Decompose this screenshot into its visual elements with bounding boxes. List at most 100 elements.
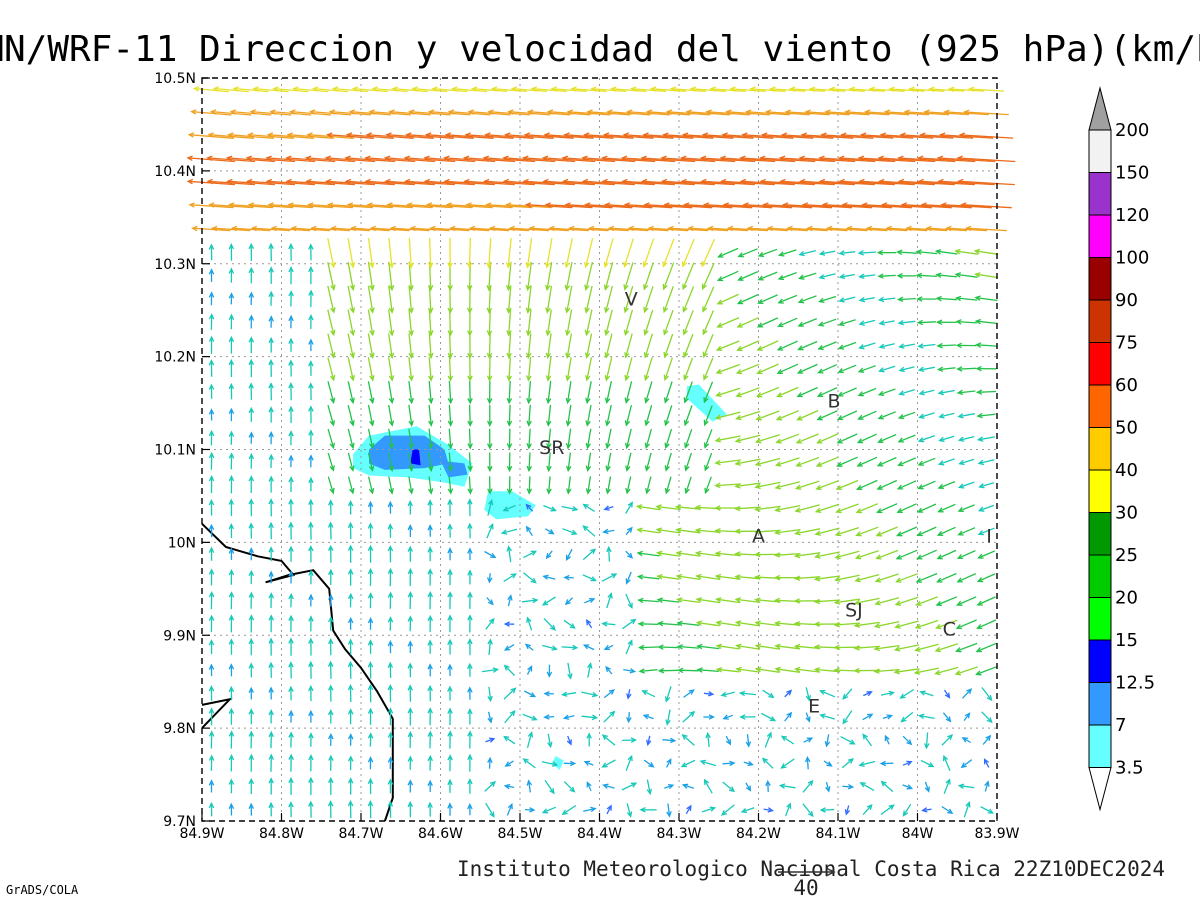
wind-arrow <box>288 753 294 772</box>
wind-arrow <box>584 261 594 291</box>
wind-arrow <box>662 132 714 139</box>
wind-arrow <box>347 755 354 771</box>
wind-arrow <box>367 476 375 495</box>
wind-arrow <box>447 476 454 495</box>
wind-arrow <box>716 293 739 305</box>
wind-arrow <box>545 261 553 292</box>
wind-arrow <box>288 801 294 818</box>
wind-arrow <box>848 86 885 92</box>
wind-arrow <box>956 178 1015 186</box>
wind-arrow <box>391 86 428 93</box>
wind-arrow <box>754 457 781 467</box>
place-label-b: B <box>828 391 841 413</box>
wind-arrow <box>347 592 354 608</box>
wind-arrow <box>427 754 433 771</box>
wind-arrow <box>248 777 255 794</box>
wind-arrow <box>565 381 572 405</box>
place-label-e: E <box>808 695 820 717</box>
wind-arrow <box>347 333 356 359</box>
wind-arrow <box>428 452 434 473</box>
wind-arrow <box>484 550 497 559</box>
wind-arrow <box>329 225 370 232</box>
wind-arrow <box>773 552 801 558</box>
wind-arrow <box>838 155 896 163</box>
wind-arrow <box>228 382 235 400</box>
wind-arrow <box>585 357 593 382</box>
wind-arrow <box>923 732 930 750</box>
colorbar-box <box>1088 129 1112 173</box>
wind-arrow <box>526 665 533 675</box>
wind-arrow <box>347 660 354 679</box>
wind-arrow <box>719 178 775 186</box>
wind-arrow <box>248 591 255 609</box>
wind-arrow <box>211 225 251 232</box>
lat-tick-label: 10.1N <box>154 443 196 459</box>
wind-arrow <box>344 178 395 186</box>
wind-arrow <box>367 683 374 703</box>
wind-arrow <box>542 178 595 186</box>
wind-arrow <box>804 756 811 770</box>
wind-arrow <box>367 544 374 563</box>
wind-arrow <box>858 342 876 350</box>
wind-arrow <box>583 238 594 269</box>
wind-arrow <box>387 731 394 748</box>
place-label-a: A <box>752 525 765 547</box>
wind-arrow <box>387 800 394 818</box>
wind-arrow <box>327 800 334 819</box>
wind-arrow <box>228 638 235 655</box>
wind-arrow <box>769 86 806 92</box>
wind-arrow <box>327 660 334 679</box>
wind-arrow <box>756 340 779 351</box>
wind-arrow <box>680 759 696 768</box>
wind-arrow <box>503 573 517 582</box>
wind-arrow <box>328 499 334 516</box>
wind-arrow <box>604 285 614 314</box>
wind-arrow <box>734 620 761 627</box>
wind-arrow <box>248 614 255 633</box>
wind-arrow <box>629 86 667 92</box>
wind-arrow <box>308 593 314 607</box>
wind-arrow <box>818 250 836 256</box>
wind-arrow <box>367 777 374 795</box>
wind-arrow <box>794 528 821 536</box>
wind-arrow <box>703 405 713 427</box>
wind-arrow <box>935 596 958 606</box>
wind-arrow <box>407 730 414 749</box>
wind-arrow <box>308 521 314 540</box>
wind-arrow <box>722 781 736 793</box>
wind-arrow <box>388 380 395 405</box>
wind-arrow <box>681 132 734 139</box>
wind-arrow <box>917 178 975 186</box>
wind-arrow <box>208 408 215 421</box>
wind-arrow <box>486 597 494 606</box>
wind-arrow <box>645 476 652 495</box>
wind-arrow <box>248 802 254 816</box>
lat-tick-label: 10.4N <box>154 164 196 180</box>
wind-arrow <box>367 592 374 609</box>
shaded-region-5 <box>686 384 727 422</box>
wind-arrow <box>675 527 701 534</box>
wind-arrow <box>636 550 660 557</box>
wind-arrow <box>960 202 1012 209</box>
colorbar-box <box>1088 469 1112 513</box>
wind-arrow <box>311 86 349 93</box>
wind-arrow <box>937 480 956 489</box>
wind-arrow <box>896 296 916 303</box>
wind-arrow <box>603 238 614 269</box>
wind-arrow <box>191 225 231 232</box>
wind-arrow <box>208 451 215 470</box>
wind-arrow <box>228 242 235 261</box>
wind-arrow <box>208 359 215 377</box>
wind-arrow <box>208 685 215 701</box>
wind-arrow <box>737 248 758 258</box>
wind-arrow <box>879 760 894 767</box>
wind-arrow <box>308 753 314 772</box>
wind-arrow <box>563 574 574 581</box>
wind-arrow <box>506 545 512 563</box>
wind-arrow <box>308 569 314 585</box>
wind-arrow <box>248 266 255 284</box>
wind-arrow <box>754 597 781 603</box>
wind-arrow <box>483 178 535 186</box>
wind-arrow <box>636 527 660 534</box>
wind-arrow <box>626 803 633 818</box>
